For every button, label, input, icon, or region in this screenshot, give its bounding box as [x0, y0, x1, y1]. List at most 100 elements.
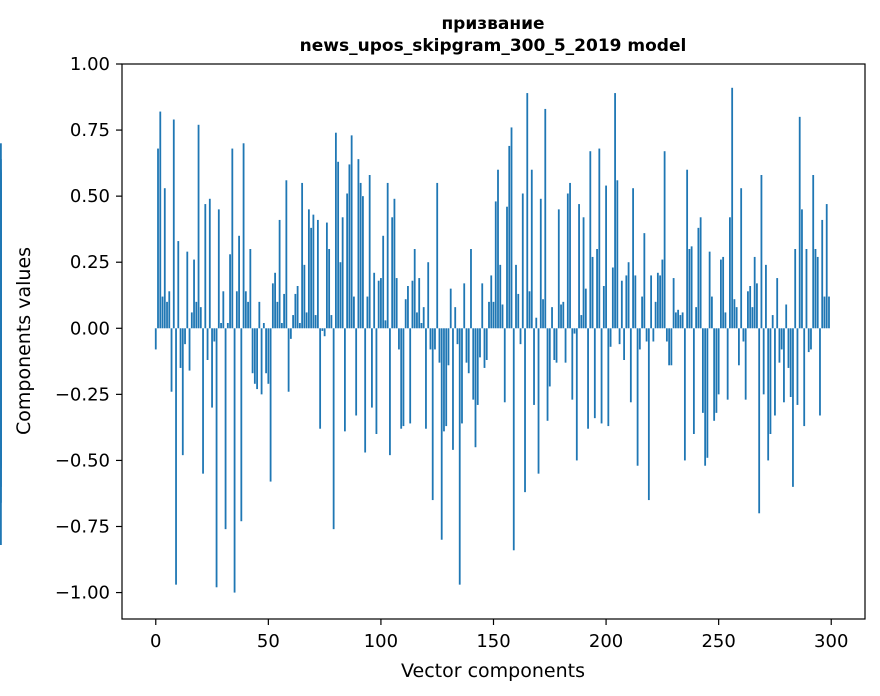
bar-220 [650, 275, 653, 329]
bar-114 [411, 280, 414, 329]
bar-89 [355, 328, 358, 416]
bar-269 [760, 175, 763, 329]
bar-284 [794, 249, 797, 329]
bar-241 [697, 227, 700, 329]
bar-45 [256, 328, 258, 390]
bar-193 [589, 151, 592, 329]
x-tick-label: 150 [476, 631, 510, 652]
bar-23 [206, 328, 209, 360]
bar-103 [386, 182, 389, 329]
bar-167 [530, 169, 533, 329]
bar-12 [181, 328, 184, 456]
bar-221 [652, 328, 655, 342]
bar-194 [591, 256, 594, 329]
bar-219 [647, 328, 650, 501]
bar-171 [539, 198, 542, 329]
bar-286 [798, 116, 801, 329]
bar-47 [260, 328, 263, 395]
bar-73 [319, 328, 322, 429]
bar-296 [821, 219, 824, 329]
bar-125 [436, 182, 439, 329]
bar-263 [747, 291, 749, 329]
bar-142 [474, 328, 477, 448]
bar-179 [557, 209, 560, 329]
bar-22 [204, 204, 207, 329]
bar-291 [810, 328, 812, 350]
bar-197 [598, 148, 601, 329]
bar-119 [422, 307, 425, 329]
bar-252 [722, 256, 725, 329]
bar-155 [503, 328, 506, 403]
bar-106 [393, 198, 396, 329]
bar-264 [749, 286, 752, 329]
bar-92 [362, 196, 364, 329]
bar-178 [555, 328, 558, 363]
bar-186 [573, 328, 576, 334]
bar-90 [357, 159, 360, 329]
bar-83 [341, 217, 344, 329]
bar-228 [668, 328, 671, 366]
bar-86 [348, 164, 351, 329]
bar-346 [0, 201, 2, 329]
bar-268 [758, 328, 761, 514]
bar-182 [564, 328, 567, 363]
bar-105 [391, 217, 394, 329]
bar-11 [179, 328, 182, 368]
bar-14 [186, 251, 189, 329]
bar-124 [434, 328, 436, 350]
bar-275 [774, 328, 776, 416]
bar-273 [769, 328, 772, 434]
bar-88 [353, 296, 355, 329]
bar-224 [659, 275, 662, 329]
bar-9 [175, 328, 177, 585]
bar-28 [217, 209, 220, 329]
bar-297 [823, 296, 826, 329]
bar-77 [328, 249, 331, 329]
bar-46 [258, 301, 261, 329]
bar-254 [726, 328, 729, 400]
y-tick-label: −0.25 [55, 384, 110, 405]
bar-98 [375, 328, 378, 434]
bar-139 [467, 328, 470, 374]
bar-1 [157, 148, 159, 329]
y-axis-ticks: 1.00 0.75 0.50 0.25 0.00 −0.25 −0.50 −0.75 −1.00 [55, 54, 122, 604]
bar-213 [634, 275, 637, 329]
bar-256 [731, 87, 734, 329]
bar-277 [778, 328, 781, 363]
bar-205 [616, 180, 619, 329]
bar-127 [440, 328, 443, 540]
bar-149 [490, 275, 493, 329]
bar-56 [280, 323, 283, 329]
bar-141 [472, 328, 475, 400]
bar-112 [407, 286, 409, 329]
bar-250 [717, 328, 720, 395]
bar-198 [600, 328, 603, 424]
bar-145 [481, 283, 484, 329]
bar-200 [605, 185, 607, 329]
bar-146 [483, 328, 486, 368]
bar-218 [645, 328, 648, 342]
bar-126 [438, 328, 441, 363]
bar-262 [744, 328, 747, 400]
bar-282 [789, 328, 792, 397]
bar-136 [461, 328, 463, 424]
bar-79 [332, 328, 335, 530]
bar-185 [571, 328, 574, 400]
bar-150 [492, 301, 495, 329]
bar-137 [463, 283, 466, 329]
bar-131 [449, 288, 452, 329]
bar-259 [738, 328, 740, 366]
bar-201 [607, 328, 610, 427]
bar-115 [413, 249, 416, 329]
y-tick-label: 0.00 [70, 318, 110, 339]
bar-274 [771, 315, 774, 329]
x-tick-label: 100 [364, 631, 398, 652]
bar-214 [636, 328, 639, 466]
bar-38 [240, 328, 243, 522]
bar-239 [692, 328, 695, 434]
bar-216 [641, 296, 643, 329]
bar-29 [220, 323, 222, 329]
bar-19 [197, 124, 200, 329]
y-tick-label: −0.75 [55, 517, 110, 538]
bar-20 [199, 307, 202, 329]
